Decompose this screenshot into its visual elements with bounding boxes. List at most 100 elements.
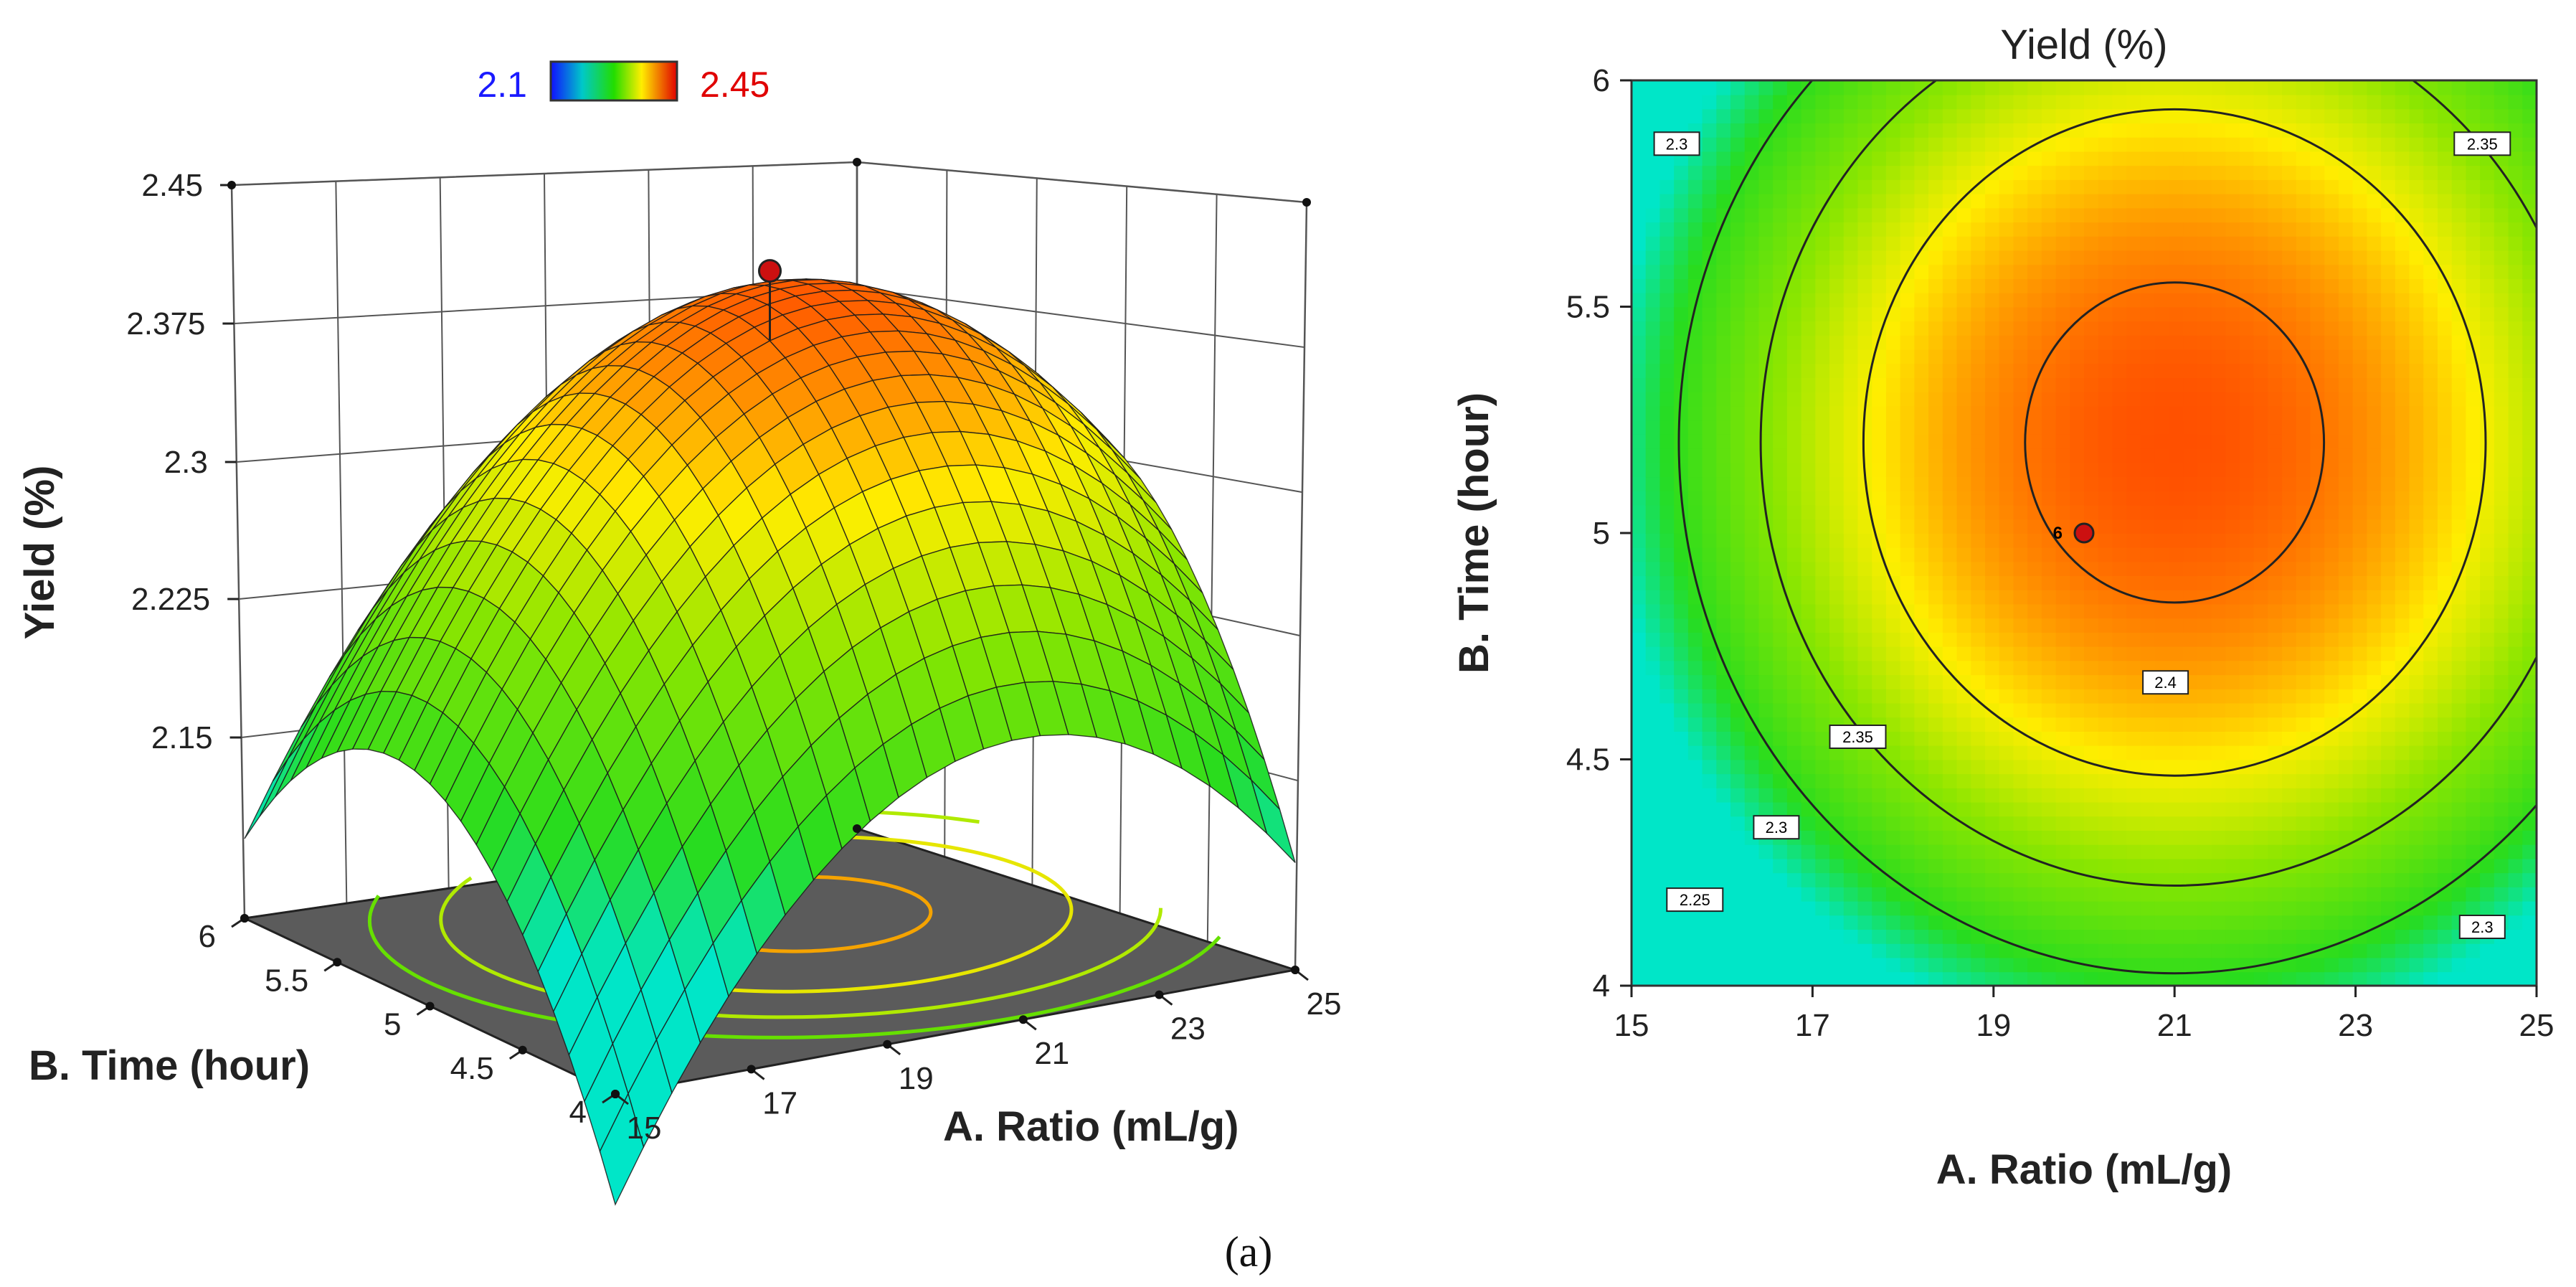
heat-cell — [2140, 292, 2156, 308]
heat-cell — [2437, 179, 2453, 194]
heat-cell — [2253, 844, 2269, 859]
heat-cell — [2197, 816, 2212, 831]
heat-cell — [2367, 165, 2382, 180]
heat-cell — [1857, 816, 1873, 831]
heat-cell — [1702, 745, 1718, 760]
heat-cell — [2239, 250, 2255, 265]
heat-cell — [2027, 165, 2042, 180]
heat-cell — [2041, 377, 2057, 392]
heat-cell — [2268, 618, 2283, 633]
heat-cell — [1999, 646, 2014, 661]
heat-cell — [2098, 971, 2113, 986]
heat-cell — [2338, 717, 2354, 732]
heat-cell — [1971, 235, 1986, 251]
heat-cell — [1773, 646, 1788, 661]
heat-cell — [1984, 462, 2000, 478]
contour-x-tick-label: 15 — [1614, 1008, 1649, 1043]
heat-cell — [2494, 688, 2509, 704]
heat-cell — [1801, 561, 1817, 577]
heat-cell — [2466, 830, 2481, 845]
heat-cell — [1758, 603, 1774, 619]
heat-cell — [2070, 462, 2085, 478]
heat-cell — [1984, 108, 2000, 124]
heat-cell — [2183, 420, 2198, 435]
heat-cell — [2508, 603, 2524, 619]
heat-cell — [1900, 618, 1916, 633]
heat-cell — [1758, 349, 1774, 364]
heat-cell — [2282, 278, 2297, 293]
heat-cell — [2395, 561, 2410, 577]
heat-cell — [2112, 632, 2128, 647]
heat-cell — [1872, 222, 1887, 237]
heat-cell — [1716, 632, 1731, 647]
heat-cell — [2169, 759, 2184, 775]
heat-cell — [2409, 759, 2425, 775]
heat-cell — [1984, 957, 2000, 973]
heat-cell — [2041, 929, 2057, 944]
heat-cell — [1885, 547, 1901, 562]
heat-cell — [2253, 660, 2269, 676]
heat-cell — [2282, 420, 2297, 435]
heat-cell — [2324, 165, 2339, 180]
heat-cell — [1900, 632, 1916, 647]
heat-cell — [1659, 971, 1675, 986]
heat-cell — [2324, 702, 2339, 718]
heat-cell — [1857, 660, 1873, 676]
heat-cell — [1956, 420, 1972, 435]
heat-cell — [2041, 476, 2057, 491]
heat-cell — [2013, 533, 2029, 548]
heat-cell — [2253, 391, 2269, 407]
heat-cell — [2098, 660, 2113, 676]
heat-cell — [1971, 971, 1986, 986]
heat-cell — [2154, 900, 2170, 916]
heat-cell — [2508, 886, 2524, 902]
heat-cell — [2338, 886, 2354, 902]
heat-cell — [2112, 462, 2128, 478]
heat-cell — [1632, 136, 1647, 152]
heat-cell — [2084, 264, 2099, 279]
heat-cell — [1829, 957, 1845, 973]
heat-cell — [2041, 405, 2057, 421]
heat-cell — [2451, 773, 2467, 788]
heat-cell — [2055, 915, 2071, 930]
heat-cell — [2494, 108, 2509, 124]
heat-cell — [2225, 207, 2240, 223]
heat-cell — [2197, 646, 2212, 661]
heat-cell — [2154, 222, 2170, 237]
heat-cell — [1632, 165, 1647, 180]
heat-cell — [2381, 377, 2396, 392]
heat-cell — [2070, 80, 2085, 95]
heat-cell — [1971, 872, 1986, 887]
heat-cell — [2098, 278, 2113, 293]
heat-cell — [2070, 844, 2085, 859]
heat-cell — [1786, 858, 1802, 874]
heat-cell — [2381, 957, 2396, 973]
heat-cell — [2268, 136, 2283, 152]
heat-cell — [2027, 943, 2042, 958]
heat-cell — [1702, 773, 1718, 788]
heat-cell — [2126, 123, 2141, 138]
heat-cell — [1900, 179, 1916, 194]
heat-cell — [1744, 136, 1760, 152]
heat-cell — [2126, 646, 2141, 661]
heat-cell — [2466, 688, 2481, 704]
heat-cell — [2338, 816, 2354, 831]
heat-cell — [2268, 702, 2283, 718]
heat-cell — [1801, 108, 1817, 124]
wall-grid-line — [335, 181, 348, 904]
heat-cell — [1687, 80, 1703, 95]
heat-cell — [2338, 321, 2354, 336]
heat-cell — [2154, 292, 2170, 308]
heat-cell — [1928, 702, 1943, 718]
heat-cell — [1773, 391, 1788, 407]
heat-cell — [1956, 830, 1972, 845]
heat-cell — [2437, 136, 2453, 152]
heat-cell — [2140, 306, 2156, 322]
heat-cell — [2183, 575, 2198, 590]
heat-cell — [2466, 165, 2481, 180]
heat-cell — [2409, 717, 2425, 732]
heat-cell — [2296, 632, 2311, 647]
heat-cell — [2169, 929, 2184, 944]
heat-cell — [1815, 108, 1830, 124]
heat-cell — [1632, 334, 1647, 350]
